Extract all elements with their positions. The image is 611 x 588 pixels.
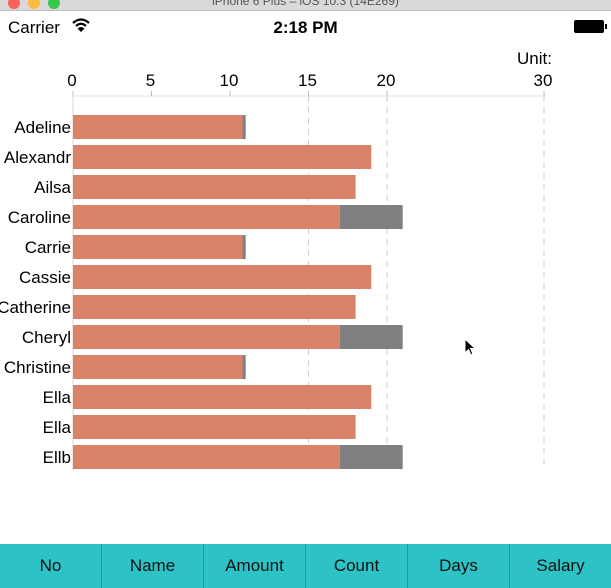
unit-label: Unit: (517, 49, 552, 68)
wifi-icon (72, 18, 90, 32)
x-tick-label: 15 (298, 71, 317, 90)
bar-secondary (242, 355, 246, 379)
x-tick-label: 20 (377, 71, 396, 90)
tab-no[interactable]: No (0, 544, 102, 588)
x-tick-label: 0 (67, 71, 76, 90)
bar-secondary (339, 325, 403, 349)
tab-salary[interactable]: Salary (536, 556, 585, 575)
bar-primary (73, 355, 243, 379)
bar-primary (73, 145, 372, 169)
x-tick-label: 5 (146, 71, 155, 90)
x-tick-label: 10 (220, 71, 239, 90)
bar-primary (73, 205, 340, 229)
close-window-button[interactable] (8, 0, 20, 9)
bar-primary (73, 415, 356, 439)
bar-primary (73, 175, 356, 199)
category-label: Cheryl (22, 328, 71, 347)
bar-primary (73, 295, 356, 319)
category-label: Ailsa (34, 178, 71, 197)
bar-primary (73, 445, 340, 469)
tab-count[interactable]: Count (306, 544, 408, 588)
bar-secondary (242, 115, 246, 139)
bar-primary (73, 235, 243, 259)
carrier-label: Carrier (8, 18, 60, 37)
category-label: Carrie (25, 238, 71, 257)
category-label: Caroline (8, 208, 71, 227)
tab-amount[interactable]: Amount (204, 544, 306, 588)
x-tick-label: 30 (534, 71, 553, 90)
category-label: Ellb (43, 448, 71, 467)
category-label: Cassie (19, 268, 71, 287)
bar-chart: 0 5 10 15 20 30 Unit: Adeline Alexandr Ailsa Carol… (0, 49, 553, 470)
tab-name[interactable]: Name (102, 544, 204, 588)
minimize-window-button[interactable] (28, 0, 40, 9)
bar-secondary (242, 235, 246, 259)
category-label: Catherine (0, 298, 71, 317)
tab-days[interactable]: Days (408, 544, 510, 588)
category-label: Adeline (14, 118, 71, 137)
simulator-titlebar: iPhone 6 Plus – iOS 10.3 (14E269) (0, 0, 611, 11)
zoom-window-button[interactable] (48, 0, 60, 9)
category-label: Ella (43, 388, 72, 407)
bar-secondary (339, 445, 403, 469)
bar-primary (73, 385, 372, 409)
bar-secondary (339, 205, 403, 229)
mouse-pointer-icon (464, 338, 477, 356)
bar-primary (73, 325, 340, 349)
clock: 2:18 PM (273, 18, 338, 37)
status-bar: Carrier 2:18 PM (0, 11, 611, 45)
battery-icon (574, 20, 607, 34)
bar-primary (73, 265, 372, 289)
category-label: Ella (43, 418, 72, 437)
window-title: iPhone 6 Plus – iOS 10.3 (14E269) (212, 0, 399, 8)
category-label: Alexandr (4, 148, 71, 167)
tab-bar: No Name Amount Count Days Salary (0, 544, 611, 588)
category-label: Christine (4, 358, 71, 377)
bar-primary (73, 115, 243, 139)
